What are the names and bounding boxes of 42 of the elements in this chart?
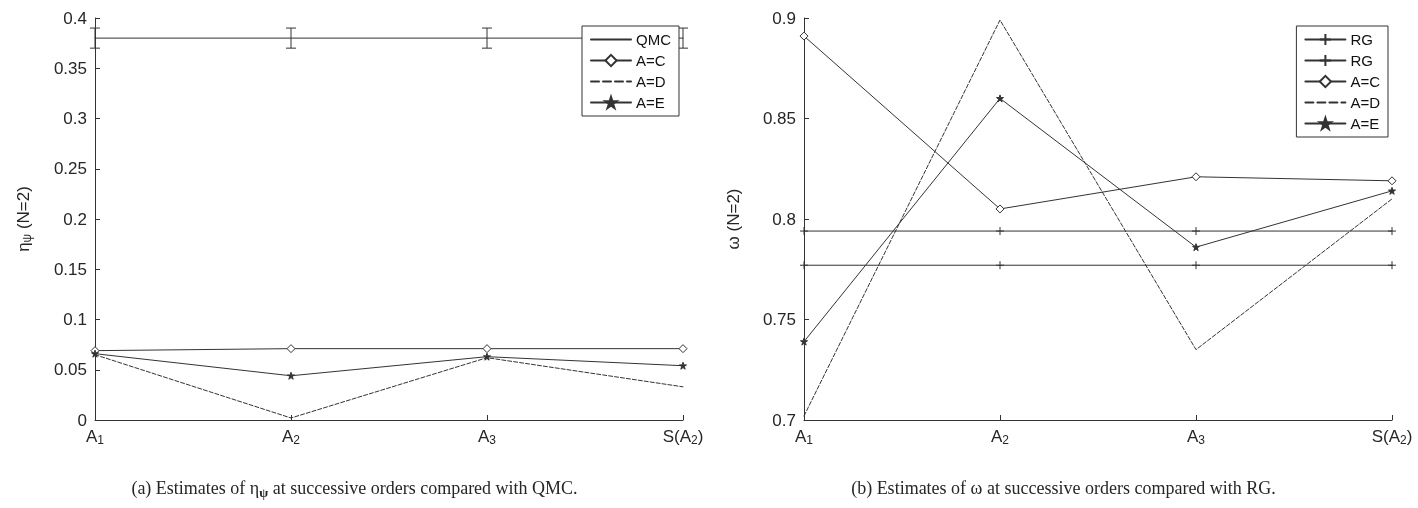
y-tick-label: 0.4 xyxy=(63,8,87,28)
point xyxy=(1387,226,1397,236)
legend-label: A=E xyxy=(636,94,665,111)
y-tick-label: 0.35 xyxy=(53,58,87,78)
y-tick-label: 0.15 xyxy=(53,259,87,279)
y-tick-label: 0.2 xyxy=(63,209,87,229)
y-axis-title: ω (N=2) xyxy=(724,188,743,250)
point xyxy=(1191,260,1201,270)
point xyxy=(996,94,1004,103)
point xyxy=(995,260,1005,270)
point xyxy=(1387,176,1397,186)
y-tick-label: 0.1 xyxy=(63,310,87,329)
point xyxy=(1388,186,1396,195)
point xyxy=(995,226,1005,236)
point xyxy=(1191,172,1201,182)
point xyxy=(800,337,808,346)
y-tick-label: 0.7 xyxy=(772,410,796,430)
legend-label: A=E xyxy=(1350,115,1380,132)
legend-label: A=C xyxy=(636,52,666,69)
y-tick-label: 0.9 xyxy=(772,8,796,28)
y-tick-label: 0.75 xyxy=(762,310,796,329)
legend-label: A=D xyxy=(636,73,666,90)
y-tick-label: 0.8 xyxy=(772,209,796,229)
y-tick-label: 0.85 xyxy=(762,109,796,128)
y-tick-label: 0.25 xyxy=(53,159,87,179)
point xyxy=(1387,260,1397,270)
point xyxy=(1192,243,1200,252)
legend-label: RG xyxy=(1350,52,1373,69)
y-axis-title: ηψ (N=2) xyxy=(13,186,34,252)
y-tick-label: 0.3 xyxy=(63,109,87,128)
point xyxy=(1191,226,1201,236)
point xyxy=(799,260,809,270)
legend-label: RG xyxy=(1350,31,1373,48)
legend-label: A=C xyxy=(1350,73,1381,90)
legend-label: A=D xyxy=(1350,94,1381,111)
y-tick-label: 0.05 xyxy=(53,360,87,380)
point xyxy=(799,31,809,41)
text: (b) Estimates of ω at successive orders compared with RG. xyxy=(851,478,1276,499)
point xyxy=(799,226,809,236)
legend-label: QMC xyxy=(636,31,672,48)
y-tick-label: 0 xyxy=(77,410,87,430)
point xyxy=(995,204,1005,214)
